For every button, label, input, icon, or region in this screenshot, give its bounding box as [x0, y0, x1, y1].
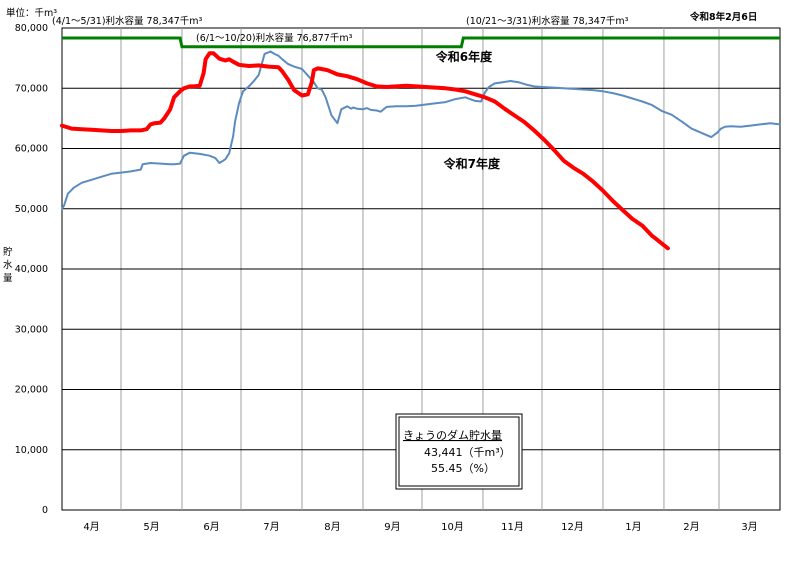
y-tick-labels: 0 10,000 20,000 30,000 40,000 50,000 60,000 70,… [15, 23, 48, 516]
info-box-frame [395, 413, 523, 490]
series-labels: 令和6年度 令和7年度 [435, 49, 501, 171]
y-axis-label: 貯 水 量 [3, 247, 13, 284]
y-axis-label-char-2: 水 [3, 259, 13, 271]
capacity-note-winter: (10/21～3/31)利水容量 78,347千m³ [466, 15, 629, 27]
y-tick-label: 60,000 [15, 144, 48, 155]
y-tick-label: 20,000 [15, 385, 48, 396]
month-label: 8月 [324, 521, 340, 533]
unit-label: 単位：千m³ [6, 7, 57, 19]
month-labels: 4月 5月 6月 7月 8月 9月 10月 11月 12月 1月 2月 3月 [83, 521, 757, 533]
month-label: 2月 [683, 521, 699, 533]
y-tick-label: 80,000 [15, 23, 48, 34]
capacity-line [62, 36, 780, 49]
month-label: 3月 [741, 521, 757, 533]
y-tick-label: 30,000 [15, 324, 48, 335]
y-tick-label: 50,000 [15, 204, 48, 215]
series-line-r6 [61, 50, 781, 210]
series-line-r7 [60, 51, 670, 251]
capacity-note-summer: (6/1～10/20)利水容量 76,877千m³ [196, 32, 353, 44]
info-box-percent: 55.45（%） [431, 462, 495, 475]
month-label: 4月 [83, 521, 99, 533]
info-box-volume: 43,441（千m³） [424, 446, 511, 459]
report-date: 令和8年2月6日 [689, 11, 757, 23]
y-tick-label: 40,000 [15, 264, 48, 275]
series-label-r7: 令和7年度 [443, 156, 501, 171]
month-label: 12月 [561, 521, 584, 533]
month-label: 10月 [441, 521, 464, 533]
y-tick-label: 10,000 [15, 445, 48, 456]
series-lines [60, 36, 781, 251]
month-label: 6月 [203, 521, 219, 533]
y-tick-label: 0 [42, 505, 48, 516]
info-box-inner [398, 416, 520, 487]
info-box-title: きょうのダム貯水量 [403, 428, 502, 442]
month-label: 9月 [384, 521, 400, 533]
month-label: 1月 [625, 521, 641, 533]
y-axis-label-char-1: 貯 [3, 247, 13, 258]
capacity-note-spring: (4/1～5/31)利水容量 78,347千m³ [52, 15, 203, 27]
y-axis-label-char-3: 量 [3, 273, 13, 284]
month-label: 11月 [501, 521, 524, 533]
series-label-r6: 令和6年度 [435, 49, 493, 64]
month-label: 7月 [263, 521, 279, 533]
y-tick-label: 70,000 [15, 83, 48, 94]
month-label: 5月 [143, 521, 159, 533]
today-info-box: きょうのダム貯水量 43,441（千m³） 55.45（%） [395, 413, 523, 490]
